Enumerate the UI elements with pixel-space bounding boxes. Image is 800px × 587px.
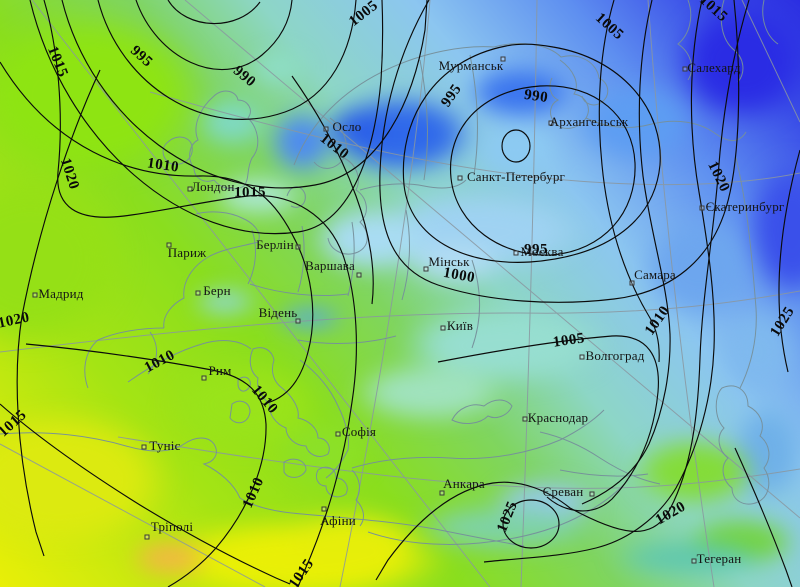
city-marker xyxy=(423,266,429,272)
city-marker xyxy=(321,506,327,512)
city-label: Архангельськ xyxy=(549,114,629,130)
city-label: Мурманськ xyxy=(438,58,504,74)
city-label: Волгоград xyxy=(585,348,645,364)
city-label: Варшава xyxy=(305,258,355,274)
city-label: Мадрид xyxy=(38,286,84,302)
city-label: Єреван xyxy=(542,484,584,500)
city-label: Самара xyxy=(634,267,676,283)
city-marker xyxy=(323,126,329,132)
city-label: Київ xyxy=(446,318,474,334)
city-marker xyxy=(295,318,301,324)
city-marker xyxy=(629,280,635,286)
city-marker xyxy=(579,354,585,360)
temp-blob xyxy=(605,422,785,522)
city-marker xyxy=(699,205,705,211)
city-label: Тегеран xyxy=(696,551,742,567)
city-label: Лондон xyxy=(191,179,235,195)
city-marker xyxy=(141,444,147,450)
city-marker xyxy=(295,244,301,250)
city-label: Берлін xyxy=(256,237,294,253)
city-marker xyxy=(513,250,519,256)
city-marker xyxy=(691,558,697,564)
city-label: Анкара xyxy=(443,476,485,492)
city-marker xyxy=(166,242,172,248)
city-marker xyxy=(356,272,362,278)
isobar-value-label: 995 xyxy=(524,241,548,258)
city-marker xyxy=(187,186,193,192)
city-label: Москва xyxy=(520,244,564,260)
city-marker xyxy=(440,325,446,331)
coastlines-and-borders xyxy=(0,0,779,547)
city-label: Туніс xyxy=(149,438,181,454)
city-label: Париж xyxy=(167,245,207,261)
city-label: Відень xyxy=(258,305,298,321)
city-marker xyxy=(500,56,506,62)
city-marker xyxy=(548,120,554,126)
city-marker xyxy=(195,290,201,296)
city-label: Єкатеринбург xyxy=(705,199,785,215)
temp-blob xyxy=(135,340,355,470)
city-label: Салехард xyxy=(687,60,741,76)
city-label: Афіни xyxy=(320,513,356,529)
city-marker xyxy=(457,175,463,181)
temp-blob xyxy=(180,284,270,320)
temp-blob xyxy=(238,45,318,91)
city-marker xyxy=(32,292,38,298)
city-label: Краснодар xyxy=(527,410,589,426)
city-label: Тріполі xyxy=(150,519,194,535)
city-marker xyxy=(522,416,528,422)
city-label: Рим xyxy=(208,363,232,379)
city-label: Софія xyxy=(341,424,377,440)
city-label: Берн xyxy=(203,283,231,299)
city-marker xyxy=(335,431,341,437)
city-label: Санкт-Петербург xyxy=(466,169,566,185)
city-label: Мінськ xyxy=(428,254,470,270)
city-marker xyxy=(144,534,150,540)
temp-blob xyxy=(456,110,576,190)
city-marker xyxy=(589,491,595,497)
city-marker xyxy=(439,490,445,496)
city-label: Осло xyxy=(332,119,362,135)
isobar-value-label: 1015 xyxy=(234,184,266,201)
city-marker xyxy=(201,375,207,381)
temp-blob xyxy=(262,303,357,333)
city-marker xyxy=(682,66,688,72)
isobar-value-label: 990 xyxy=(523,86,550,107)
